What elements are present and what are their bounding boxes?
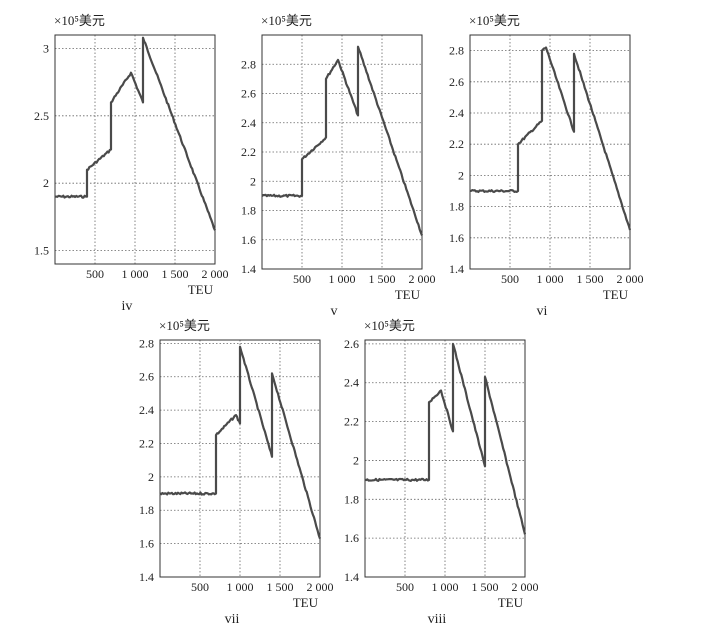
x-tick-label: 2 000 [617, 272, 644, 286]
panel-vii: 1.4 1.6 1.8 2 2.2 2.4 2.6 2.8 500 1 000 1 500 2 000… [139, 318, 334, 627]
y-tick-label: 1.6 [241, 233, 256, 247]
x-tick-label: 1 500 [369, 272, 396, 286]
y-tick-label: 2.4 [344, 376, 359, 390]
x-tick-label: 500 [191, 580, 209, 594]
x-tick-label: 2 000 [307, 580, 334, 594]
plot-frame [364, 339, 526, 578]
y-axis-label: ×10⁵美元 [159, 318, 210, 333]
y-tick-label: 2 [43, 176, 49, 190]
y-tick-label: 2 [458, 168, 464, 182]
series-line [261, 45, 424, 236]
y-tick-label: 2.6 [139, 370, 154, 384]
y-tick-label: 1.5 [34, 244, 49, 258]
y-tick-label: 2.2 [344, 415, 359, 429]
panel-v: 1.4 1.6 1.8 2 2.2 2.4 2.6 2.8 500 1 000 1 500 2 000… [241, 13, 436, 319]
x-tick-label: 1 000 [122, 267, 149, 281]
y-tick-label: 2.2 [139, 436, 154, 450]
y-tick-label: 3 [43, 41, 49, 55]
y-tick-label: 2.6 [449, 75, 464, 89]
x-tick-label: 500 [501, 272, 519, 286]
panel-iv: 1.5 2 2.5 3 500 1 000 1 500 2 000 ×10⁵美元 TEU iv [34, 13, 229, 314]
panel-caption: v [331, 304, 338, 319]
plot-frame [469, 34, 631, 270]
x-tick-label: 1 500 [162, 267, 189, 281]
y-axis-label: ×10⁵美元 [364, 318, 415, 333]
y-tick-label: 2.4 [449, 106, 464, 120]
panel-vi: 1.4 1.6 1.8 2 2.2 2.4 2.6 2.8 500 1 000 1 500 2 000… [449, 13, 644, 319]
x-tick-label: 2 000 [202, 267, 229, 281]
panel-caption: iv [122, 299, 133, 314]
x-tick-label: 500 [396, 580, 414, 594]
y-tick-label: 1.6 [449, 231, 464, 245]
y-tick-label: 2.8 [139, 336, 154, 350]
series-line [469, 46, 632, 231]
x-tick-label: 1 000 [329, 272, 356, 286]
x-tick-label: 1 500 [472, 580, 499, 594]
y-tick-label: 2.6 [344, 337, 359, 351]
series-line [159, 345, 322, 539]
plot-frame [159, 339, 321, 578]
y-tick-label: 1.8 [139, 503, 154, 517]
x-tick-label: 500 [86, 267, 104, 281]
panel-caption: viii [428, 612, 447, 627]
y-tick-label: 1.4 [449, 262, 464, 276]
x-axis-label: TEU [603, 287, 629, 302]
x-tick-label: 2 000 [512, 580, 539, 594]
plot-frame [261, 34, 423, 270]
x-tick-label: 1 500 [577, 272, 604, 286]
x-axis-label: TEU [395, 287, 421, 302]
x-axis-label: TEU [498, 595, 524, 610]
y-tick-label: 1.6 [344, 531, 359, 545]
y-tick-label: 2.6 [241, 87, 256, 101]
y-tick-label: 1.6 [139, 537, 154, 551]
y-axis-label: ×10⁵美元 [261, 13, 312, 28]
x-axis-label: TEU [188, 282, 214, 297]
y-axis-label: ×10⁵美元 [54, 13, 105, 28]
y-tick-label: 2.2 [241, 145, 256, 159]
plot-frame [54, 34, 216, 265]
y-tick-label: 2 [353, 453, 359, 467]
y-tick-label: 1.4 [139, 570, 154, 584]
y-tick-label: 1.4 [344, 570, 359, 584]
y-tick-label: 2.8 [241, 57, 256, 71]
x-tick-label: 500 [293, 272, 311, 286]
y-tick-label: 2.2 [449, 137, 464, 151]
y-tick-label: 2.4 [139, 403, 154, 417]
panel-caption: vi [537, 304, 548, 319]
x-tick-label: 2 000 [409, 272, 436, 286]
x-tick-label: 1 000 [432, 580, 459, 594]
panel-caption: vii [225, 612, 240, 627]
x-tick-label: 1 000 [537, 272, 564, 286]
y-tick-label: 1.8 [241, 204, 256, 218]
x-axis-label: TEU [293, 595, 319, 610]
y-tick-label: 1.8 [344, 492, 359, 506]
y-tick-label: 1.8 [449, 200, 464, 214]
x-tick-label: 1 000 [227, 580, 254, 594]
y-tick-label: 2 [148, 470, 154, 484]
y-tick-label: 2 [250, 174, 256, 188]
x-tick-label: 1 500 [267, 580, 294, 594]
series-line [55, 36, 216, 231]
y-tick-label: 2.4 [241, 116, 256, 130]
y-axis-label: ×10⁵美元 [469, 13, 520, 28]
y-tick-label: 2.8 [449, 44, 464, 58]
y-tick-label: 2.5 [34, 109, 49, 123]
y-tick-label: 1.4 [241, 262, 256, 276]
series-line [364, 342, 527, 535]
panel-viii: 1.4 1.6 1.8 2 2.2 2.4 2.6 500 1 000 1 500 2 000 ×10… [344, 318, 539, 627]
